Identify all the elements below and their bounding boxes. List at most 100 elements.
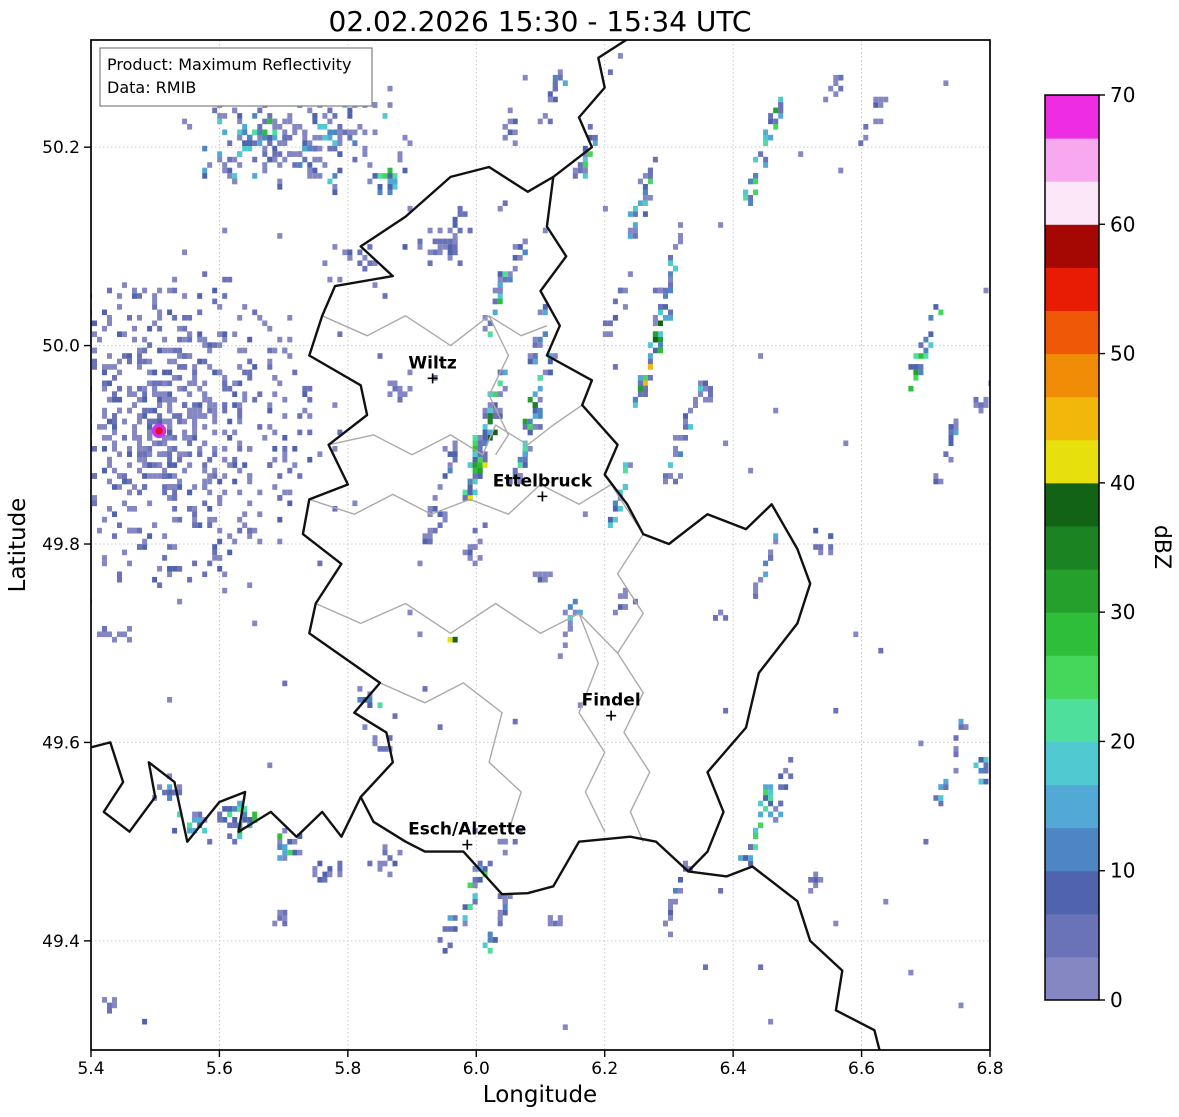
echo-cell [647, 353, 653, 359]
echo-cell [72, 386, 77, 392]
echo-cell [157, 582, 163, 588]
echo-cell [622, 304, 628, 310]
echo-cell [302, 129, 308, 136]
echo-cell [668, 271, 673, 277]
echo-cell [162, 391, 168, 397]
echo-cell [272, 375, 278, 381]
echo-cell [282, 680, 288, 687]
echo-cell [502, 276, 508, 283]
echo-cell [642, 391, 648, 397]
echo-cell [668, 315, 673, 321]
echo-cell [167, 456, 173, 463]
echo-cell [607, 69, 613, 75]
echo-cell [237, 113, 243, 119]
echo-cell [297, 849, 303, 856]
echo-cell [207, 407, 213, 414]
echo-cell [252, 173, 258, 179]
echo-cell [542, 331, 548, 337]
echo-cell [217, 538, 223, 545]
echo-cell [132, 287, 137, 294]
echo-cell [232, 822, 238, 829]
echo-cell [177, 353, 183, 359]
echo-cell [142, 385, 148, 392]
echo-cell [758, 151, 764, 157]
echo-cell [592, 140, 598, 146]
echo-cell [102, 516, 107, 523]
echo-cell [232, 806, 238, 812]
echo-cell [943, 80, 949, 86]
echo-cell [753, 833, 759, 839]
echo-cell [377, 860, 383, 867]
echo-cell [477, 555, 483, 561]
echo-cell [282, 347, 288, 354]
echo-cell [227, 462, 233, 468]
echo-cell [562, 80, 568, 86]
echo-cell [547, 358, 553, 365]
echo-cell [222, 473, 228, 479]
echo-cell [397, 385, 403, 392]
colorbar-band [1045, 439, 1099, 484]
echo-cell [232, 156, 238, 163]
echo-cell [763, 789, 769, 796]
echo-cell [467, 555, 473, 561]
echo-cell [112, 446, 117, 452]
echo-cell [237, 516, 243, 523]
echo-cell [678, 451, 683, 457]
echo-cell [242, 522, 248, 528]
echo-cell [612, 364, 618, 370]
echo-cell [57, 457, 62, 463]
echo-cell [487, 418, 493, 425]
echo-cell [532, 424, 538, 430]
echo-cell [272, 145, 278, 152]
echo-cell [177, 385, 183, 392]
echo-cell [267, 140, 273, 146]
echo-cell [22, 457, 27, 463]
echo-cell [668, 904, 673, 910]
echo-cell [507, 129, 513, 136]
echo-cell [467, 462, 473, 468]
echo-cell [487, 320, 493, 327]
echo-cell [427, 538, 433, 545]
echo-cell [152, 380, 158, 387]
echo-cell [222, 587, 228, 594]
echo-cell [252, 527, 258, 534]
echo-cell [938, 309, 944, 316]
echo-cell [212, 549, 218, 556]
y-tick-label: 49.6 [42, 733, 80, 753]
annotation-source: Data: RMIB [107, 78, 196, 97]
echo-cell [112, 1002, 117, 1009]
echo-cell [252, 620, 258, 627]
echo-cell [37, 386, 42, 392]
echo-cell [232, 391, 238, 397]
echo-cell [117, 522, 122, 528]
echo-cell [292, 162, 298, 168]
echo-cell [277, 124, 283, 130]
echo-cell [192, 435, 198, 441]
echo-cell [863, 124, 869, 130]
echo-cell [607, 331, 613, 337]
echo-cell [612, 500, 618, 507]
echo-cell [452, 244, 458, 250]
echo-cell [833, 920, 839, 927]
echo-cell [678, 888, 683, 894]
echo-cell [487, 407, 493, 414]
echo-cell [157, 784, 163, 790]
echo-cell [307, 167, 313, 174]
echo-cell [372, 173, 378, 179]
echo-cell [42, 457, 47, 463]
echo-cell [813, 527, 819, 534]
echo-cell [147, 451, 153, 457]
echo-cell [112, 413, 117, 419]
x-tick-label: 6.8 [976, 1059, 1003, 1079]
echo-cell [172, 435, 178, 441]
echo-cell [542, 576, 548, 583]
echo-cell [232, 178, 238, 185]
echo-cell [617, 593, 623, 599]
echo-cell [142, 473, 148, 479]
echo-cell [167, 789, 173, 796]
echo-cell [562, 1024, 568, 1030]
echo-cell [372, 102, 378, 108]
echo-cell [152, 304, 158, 310]
echo-cell [237, 347, 243, 354]
echo-cell [472, 462, 478, 468]
